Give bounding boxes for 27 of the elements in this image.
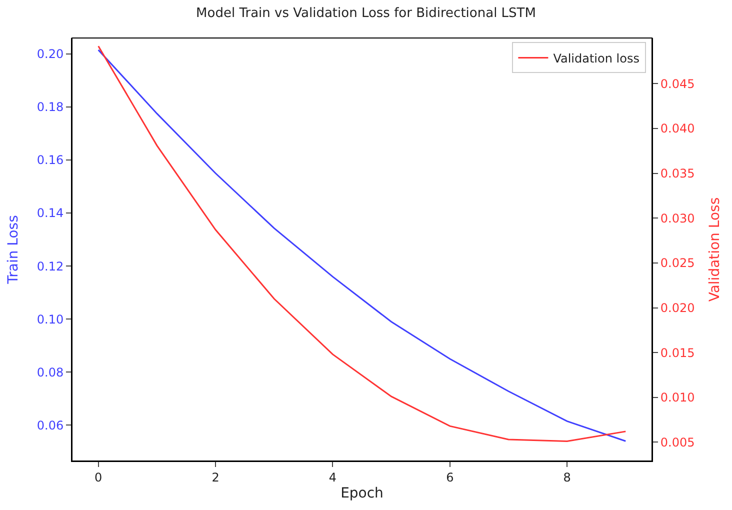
legend-label: Validation loss — [553, 51, 640, 66]
x-tick-label: 6 — [446, 470, 454, 484]
x-tick-label: 8 — [563, 470, 571, 484]
y-tick-label: 0.20 — [36, 47, 64, 62]
y-tick-label: 0.14 — [36, 206, 64, 220]
y2-tick-label: 0.045 — [660, 76, 695, 91]
y2-tick-label: 0.015 — [660, 346, 695, 360]
y2-tick-label: 0.025 — [660, 256, 695, 270]
x-tick-label: 0 — [94, 470, 102, 484]
chart-title: Model Train vs Validation Loss for Bidirectional LSTM — [196, 6, 536, 21]
x-tick-label: 2 — [212, 470, 220, 484]
y-tick-label: 0.12 — [36, 259, 64, 274]
y-tick-label: 0.16 — [36, 153, 64, 168]
x-axis-title: Epoch — [340, 486, 384, 502]
y-tick-label: 0.06 — [36, 418, 64, 432]
y2-tick-label: 0.010 — [660, 390, 695, 405]
x-tick-label: 4 — [328, 470, 337, 484]
y-tick-label: 0.18 — [36, 100, 64, 114]
y2-tick-label: 0.035 — [660, 166, 695, 181]
y2-tick-label: 0.020 — [660, 300, 695, 315]
y-tick-label: 0.10 — [36, 312, 64, 326]
y2-tick-label: 0.040 — [660, 122, 695, 136]
y-axis-title: Train Loss — [5, 215, 22, 285]
y-tick-label: 0.08 — [36, 365, 64, 380]
y2-tick-label: 0.030 — [660, 211, 695, 226]
y2-axis-title: Validation Loss — [707, 197, 724, 302]
y2-tick-label: 0.005 — [660, 435, 695, 450]
